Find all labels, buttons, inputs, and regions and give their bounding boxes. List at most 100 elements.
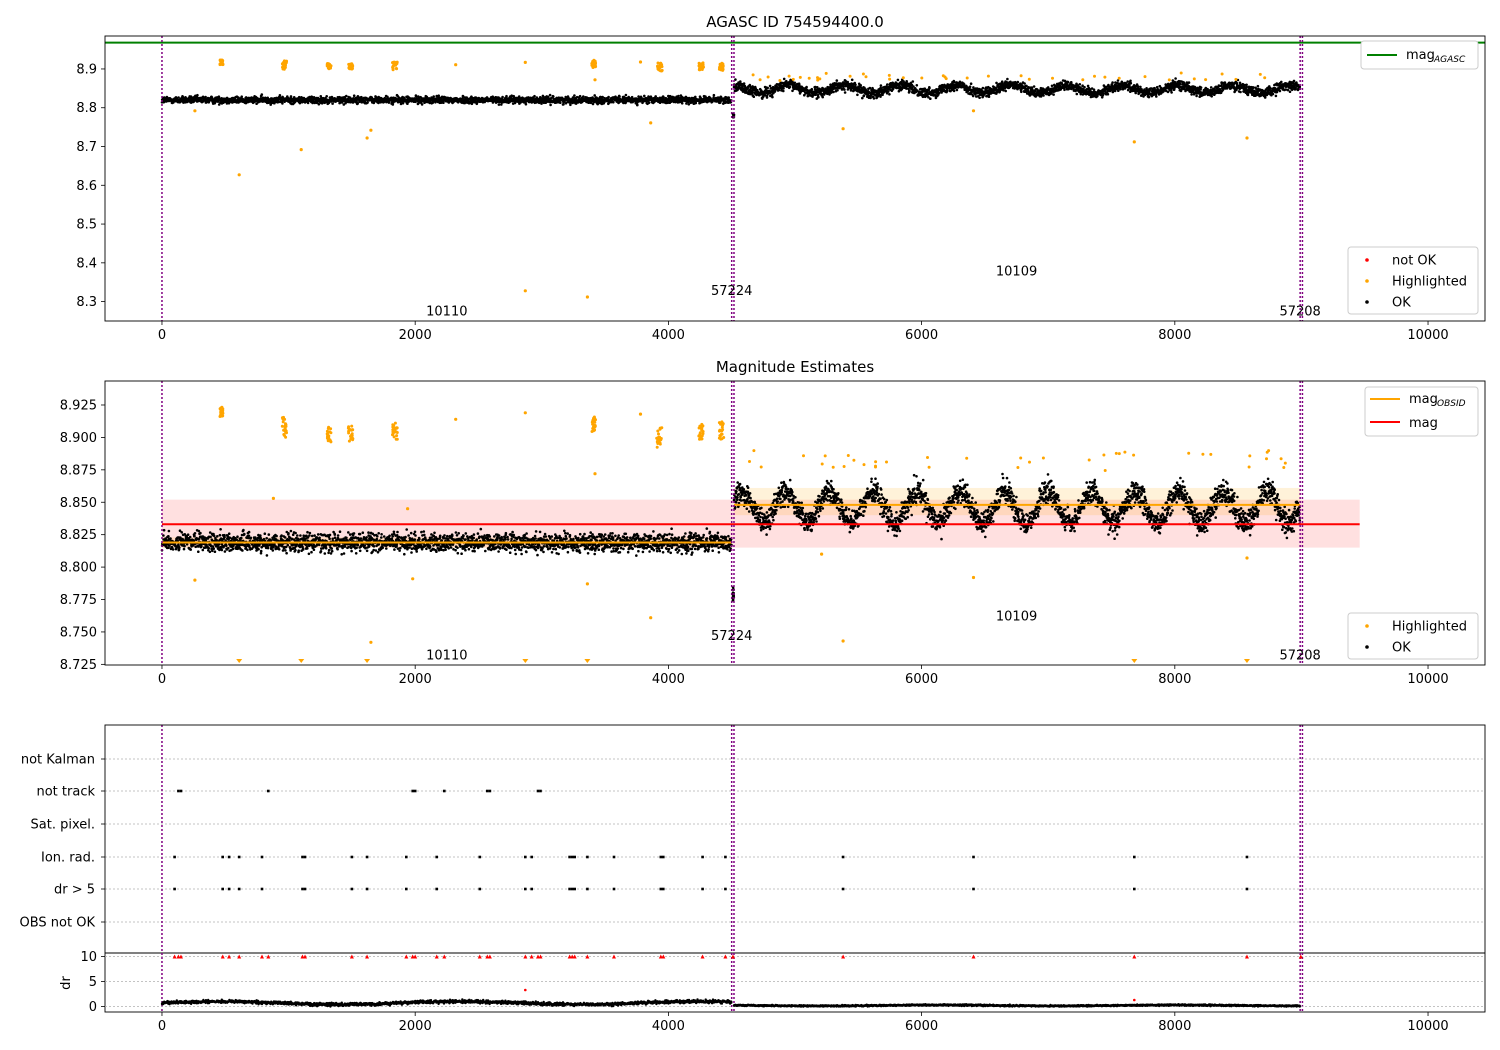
p0-ok-point	[952, 89, 956, 93]
p0-ok-point	[524, 102, 528, 106]
p0-highlighted-point	[887, 73, 891, 77]
p0-ok-point	[928, 86, 931, 90]
p0-ok-point	[879, 84, 883, 87]
p0-highlighted-point	[816, 76, 819, 80]
p0-ok-point	[345, 94, 348, 98]
p0-highlighted-point	[971, 109, 976, 113]
p0-ok-point	[817, 96, 820, 99]
p0-highlighted-point	[699, 62, 703, 66]
p0-ok-point	[189, 95, 193, 98]
panel-title-agasc-id: AGASC ID 754594400.0	[706, 13, 884, 31]
p0-highlighted-point	[798, 75, 802, 79]
p0-ok-point	[987, 95, 991, 98]
p0-ok-point	[559, 101, 562, 104]
p0-ok-point	[1102, 92, 1105, 95]
p0-ok-point	[562, 102, 565, 106]
p0-highlighted-point	[284, 60, 288, 63]
p0-ok-point	[836, 89, 839, 92]
p0-ok-point	[832, 90, 835, 94]
p0-highlighted-point	[220, 59, 224, 63]
p0-highlighted-point	[721, 65, 725, 69]
p0-ok-point	[297, 95, 301, 99]
p0-ok-point	[971, 94, 975, 98]
p0-ok-point	[548, 93, 552, 97]
p0-ok-point	[1106, 92, 1110, 96]
p0-ok-point	[1063, 88, 1066, 92]
p0-ok-point	[217, 95, 221, 98]
p0-ok-point	[624, 93, 628, 97]
p0-ok-point	[869, 96, 872, 100]
p0-ok-point	[1239, 90, 1242, 94]
p0-highlighted-point	[395, 67, 399, 71]
p0-highlighted-point	[965, 76, 969, 80]
p0-ok-point	[821, 95, 824, 99]
p0-ok-point	[569, 103, 572, 107]
p0-ok-point	[1078, 83, 1082, 86]
p0-ok-point	[1083, 85, 1086, 89]
p0-ok-point	[255, 102, 258, 105]
p0-ok-point	[210, 96, 214, 99]
p0-ok-point	[1023, 82, 1026, 85]
p0-ok-point	[501, 95, 504, 99]
p0-highlighted-point	[350, 67, 354, 71]
p0-ok-point	[1117, 89, 1120, 92]
p0-ok-point	[1052, 93, 1055, 96]
p0-ytick-label: 8.4	[76, 256, 97, 271]
p0-highlighted-point	[283, 63, 287, 67]
p0-highlighted-point	[888, 77, 892, 81]
p0-ok-point	[1111, 81, 1114, 84]
p0-highlighted-point	[282, 67, 285, 71]
p0-ok-point	[298, 101, 302, 105]
p0-ok-point	[766, 86, 769, 90]
p0-ok-point	[573, 94, 576, 97]
p0-highlighted-point	[237, 173, 241, 177]
p0-highlighted-point	[861, 72, 865, 76]
p0-ok-point	[771, 95, 774, 99]
p0-ok-point	[1046, 86, 1050, 89]
p0-ok-point	[1155, 95, 1158, 98]
p0-ok-point	[886, 83, 889, 86]
p0-ok-point	[1042, 94, 1045, 97]
p0-highlighted-point	[393, 60, 396, 64]
p0-ok-point	[240, 95, 243, 98]
p0-ok-point	[955, 88, 959, 92]
p0-highlighted-point	[1081, 78, 1085, 82]
p0-ok-point	[289, 95, 293, 98]
p0-highlighted-point	[1258, 72, 1262, 76]
p0-ytick-label: 8.9	[76, 62, 97, 77]
p0-ok-point	[782, 77, 786, 81]
p0-highlighted-point	[369, 128, 373, 132]
p0-ok-point	[712, 93, 716, 97]
p0-highlighted-point	[721, 67, 725, 71]
p0-ok-point	[643, 94, 646, 98]
p0-highlighted-point	[1179, 71, 1183, 75]
p0-highlighted-point	[920, 76, 924, 80]
p0-highlighted-point	[943, 75, 947, 79]
p0-ok-point	[782, 87, 785, 90]
p0-ok-point	[742, 82, 746, 85]
p0-highlighted-point	[1204, 78, 1208, 82]
p0-ok-point	[505, 94, 508, 98]
p0-ok-point	[1275, 90, 1279, 94]
p0-ok-point	[1238, 81, 1242, 85]
p0-ok-point	[727, 96, 730, 99]
p0-ok-point	[850, 78, 854, 82]
p0-ok-point	[849, 89, 853, 92]
p0-ok-point	[647, 101, 651, 105]
p0-ok-point	[1187, 81, 1191, 84]
p0-ok-point	[788, 85, 792, 89]
p0-highlighted-point	[659, 61, 663, 65]
p0-highlighted-point	[523, 60, 527, 64]
p0-ok-point	[1278, 89, 1282, 93]
p0-highlighted-point	[299, 148, 303, 152]
p0-highlighted-point	[326, 62, 330, 66]
panel-agasc-mag: AGASC ID 754594400.0 8.38.48.58.68.78.88…	[76, 13, 1486, 343]
p0-ok-point	[420, 103, 424, 106]
p0-ok-point	[1252, 86, 1255, 89]
p0-highlighted-point	[220, 62, 224, 66]
p0-ok-point	[1086, 84, 1090, 88]
p0-ok-point	[1292, 79, 1296, 83]
p0-highlighted-point	[193, 109, 197, 113]
p0-ok-point	[1195, 94, 1198, 98]
